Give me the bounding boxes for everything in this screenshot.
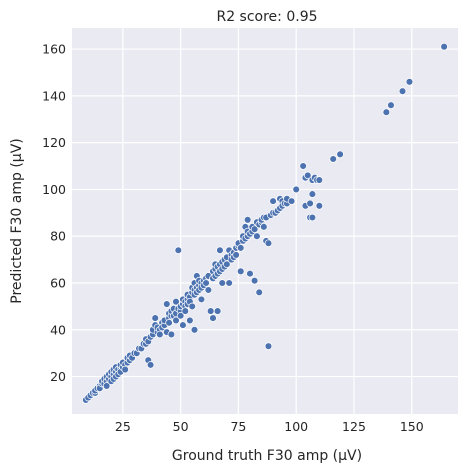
data-point — [304, 171, 312, 180]
data-point — [204, 286, 213, 294]
data-point — [213, 307, 222, 315]
data-point — [329, 155, 337, 163]
data-point — [223, 260, 231, 269]
data-point — [197, 295, 206, 304]
data-point — [336, 150, 344, 159]
data-point — [181, 307, 190, 315]
x-tick-label: 25 — [115, 419, 131, 434]
grid-lines — [72, 28, 458, 414]
data-point — [172, 316, 180, 325]
data-point — [188, 302, 196, 311]
data-point — [216, 246, 224, 254]
data-point — [287, 197, 296, 205]
data-point — [255, 288, 263, 297]
data-point — [165, 319, 173, 327]
data-point — [315, 176, 324, 184]
data-point — [308, 190, 317, 198]
data-point — [156, 330, 164, 339]
data-point — [236, 267, 245, 276]
data-point — [398, 87, 407, 95]
x-axis-ticks: 25 50 75 100 125 150 — [115, 419, 424, 434]
data-point — [174, 246, 183, 254]
y-tick-label: 140 — [42, 88, 66, 103]
data-point — [225, 279, 233, 287]
y-tick-label: 40 — [50, 322, 66, 337]
data-point — [151, 314, 159, 322]
data-point — [387, 101, 395, 109]
chart-title: R2 score: 0.95 — [216, 9, 317, 25]
data-point — [232, 251, 240, 259]
data-point — [167, 330, 176, 339]
data-point — [405, 78, 414, 86]
y-tick-label: 100 — [42, 182, 66, 197]
data-point — [306, 199, 314, 208]
y-tick-label: 80 — [50, 229, 66, 244]
x-tick-label: 100 — [284, 419, 308, 434]
y-tick-label: 60 — [50, 275, 66, 290]
y-tick-label: 160 — [42, 42, 66, 57]
x-axis-label: Ground truth F30 amp (μV) — [172, 448, 362, 464]
data-point — [260, 223, 268, 231]
data-point — [121, 365, 129, 374]
y-axis-label: Predicted F30 amp (μV) — [9, 138, 25, 303]
data-point — [202, 279, 210, 287]
data-point — [292, 185, 300, 194]
data-point — [176, 311, 185, 320]
x-tick-label: 50 — [173, 419, 189, 434]
data-point — [269, 197, 277, 205]
data-point — [299, 162, 307, 170]
data-point — [163, 300, 171, 308]
y-tick-label: 120 — [42, 135, 66, 150]
data-point — [243, 216, 252, 224]
data-point — [308, 213, 317, 222]
data-point — [264, 239, 273, 247]
data-point — [315, 202, 324, 210]
data-point — [236, 244, 245, 252]
x-tick-label: 150 — [400, 419, 424, 434]
data-point — [264, 342, 273, 350]
data-point — [250, 276, 259, 285]
data-point — [186, 316, 194, 325]
data-point — [102, 382, 111, 390]
data-point — [179, 321, 187, 329]
data-point — [382, 108, 391, 116]
data-point — [250, 225, 259, 233]
data-point — [146, 361, 155, 369]
y-axis-ticks: 20 40 60 80 100 120 140 160 — [42, 42, 66, 385]
x-tick-label: 125 — [342, 419, 366, 434]
y-tick-label: 20 — [50, 369, 66, 384]
data-point — [246, 269, 254, 278]
data-points — [82, 42, 448, 404]
data-point — [440, 42, 448, 51]
data-point — [206, 307, 215, 315]
data-point — [190, 326, 199, 334]
data-point — [209, 314, 217, 322]
data-point — [218, 279, 226, 287]
x-tick-label: 75 — [230, 419, 246, 434]
data-point — [172, 297, 180, 306]
data-point — [253, 232, 261, 240]
